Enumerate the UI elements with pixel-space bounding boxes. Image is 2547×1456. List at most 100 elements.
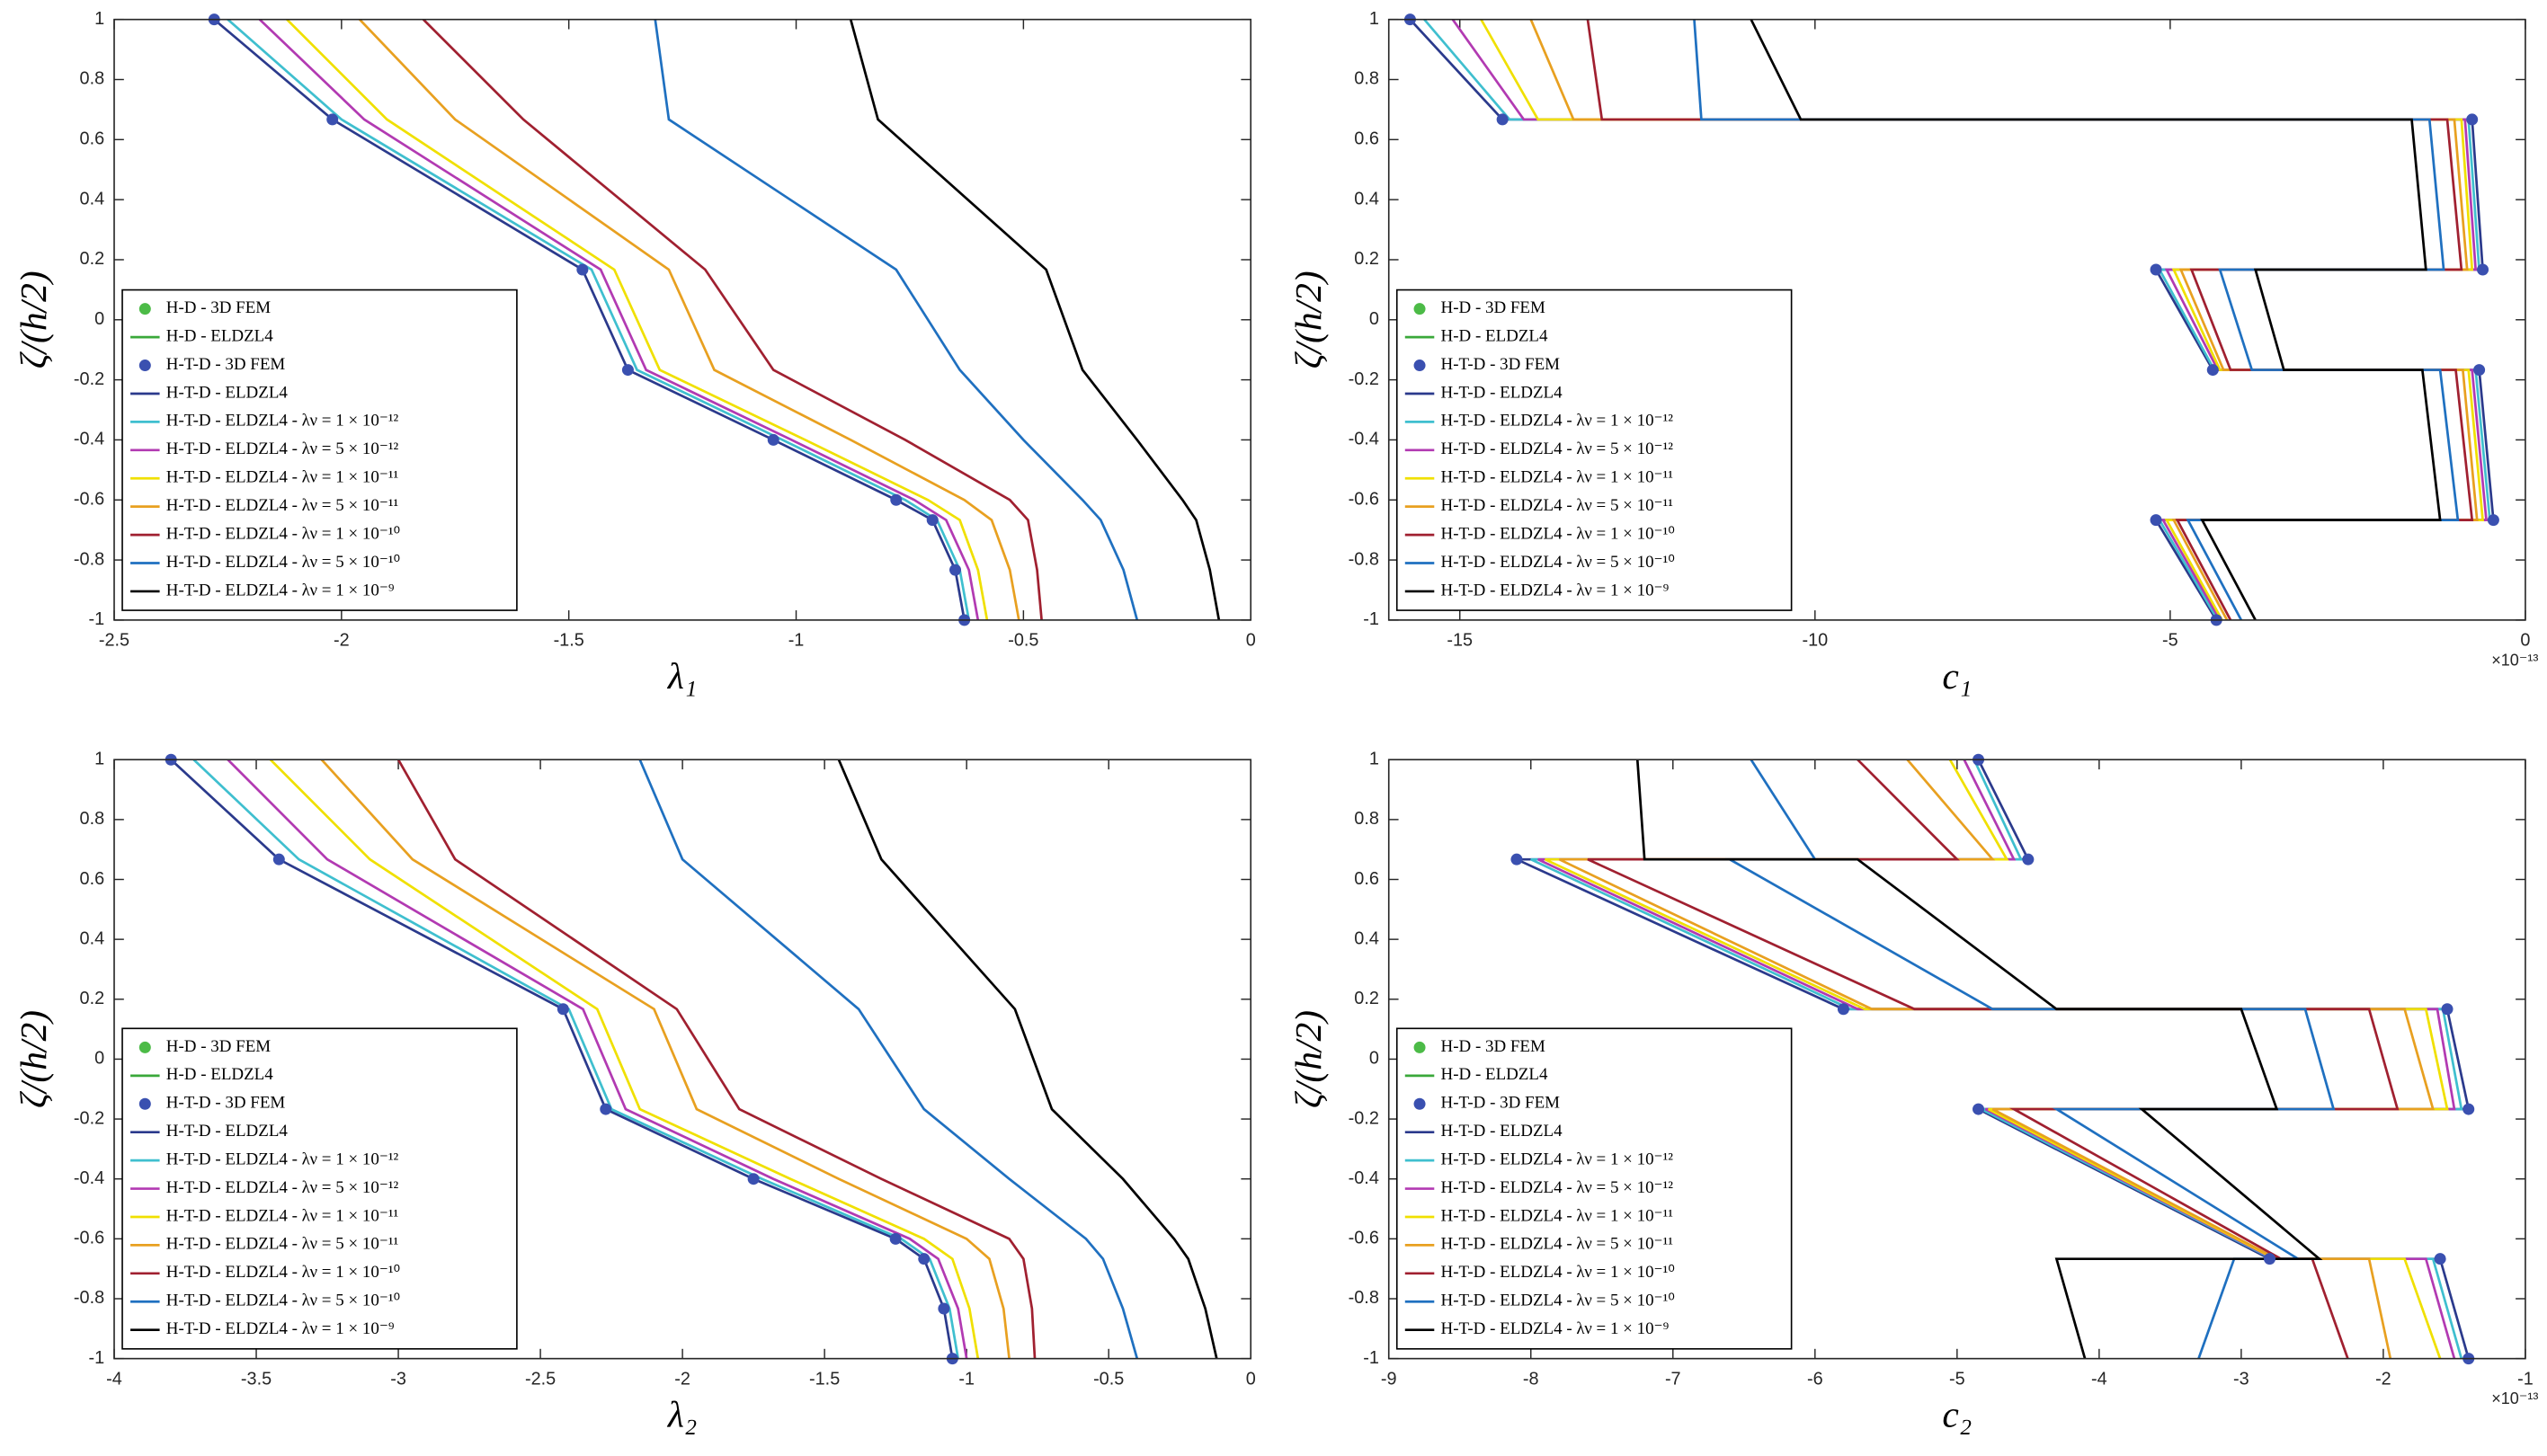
legend-label: H-T-D - ELDZL4 - λν = 5 × 10⁻¹¹ [166, 1235, 398, 1254]
y-tick-label: -0.8 [1349, 1288, 1379, 1308]
series-line [1635, 759, 2323, 1359]
legend-box [121, 1027, 518, 1350]
fem-point [2434, 1253, 2446, 1265]
legend-box [1395, 289, 1793, 611]
legend-label: H-T-D - ELDZL4 - λν = 1 × 10⁻¹¹ [166, 468, 398, 487]
legend-marker [1413, 303, 1426, 315]
y-axis-label: ζ/(h/2) [1287, 271, 1330, 368]
legend-marker [1413, 1097, 1426, 1110]
y-tick-label: 0.8 [80, 809, 105, 829]
legend-marker [1413, 1041, 1426, 1053]
fem-point [949, 564, 962, 576]
fem-point [272, 853, 285, 866]
y-tick-label: 0.4 [80, 189, 105, 209]
y-tick-label: -0.4 [74, 1168, 104, 1188]
x-tick-label: -15 [1447, 631, 1473, 651]
fem-point [2466, 113, 2479, 126]
x-tick-label: -3 [2233, 1369, 2249, 1389]
legend-label: H-T-D - 3D FEM [166, 1094, 286, 1113]
x-tick-label: -2 [334, 631, 350, 651]
y-tick-label: -0.2 [1349, 369, 1379, 389]
y-tick-label: 0.8 [80, 69, 105, 89]
y-axis-label: ζ/(h/2) [13, 1010, 55, 1108]
y-tick-label: 1 [94, 9, 104, 29]
legend: H-D - 3D FEM H-D - ELDZL4 H-T-D - 3D FEM H-… [1395, 289, 1793, 611]
fem-point [938, 1302, 950, 1315]
legend-label: H-D - ELDZL4 [1441, 1065, 1548, 1084]
y-tick-label: 0.6 [80, 869, 105, 889]
axes-frame [1387, 18, 2526, 621]
y-tick-label: -1 [1363, 609, 1379, 629]
legend-label: H-T-D - ELDZL4 - λν = 1 × 10⁻⁹ [1441, 581, 1670, 599]
axes-frame [1387, 759, 2526, 1360]
y-tick-label: -0.8 [1349, 549, 1379, 569]
y-tick-label: 0.2 [1354, 989, 1379, 1008]
y-tick-label: 1 [94, 749, 104, 768]
plot [1409, 19, 2495, 620]
legend-label: H-T-D - ELDZL4 - λν = 1 × 10⁻¹⁰ [1441, 524, 1675, 543]
y-tick-label: -0.6 [1349, 1229, 1379, 1248]
y-tick-label: 0.6 [80, 129, 105, 149]
y-tick-label: -1 [88, 609, 104, 629]
legend-label: H-T-D - 3D FEM [1441, 355, 1561, 374]
x-axis-label: λ₂ [666, 1393, 697, 1434]
legend-box [1395, 1027, 1793, 1350]
x-axis-label: c₁ [1942, 655, 1972, 697]
x-tick-label: -1 [788, 631, 805, 651]
fem-point [2477, 263, 2489, 276]
x-multiplier: ×10⁻¹³ [2491, 651, 2538, 669]
y-tick-label: -0.4 [1349, 430, 1379, 449]
legend-marker [138, 360, 151, 372]
legend-label: H-D - 3D FEM [166, 298, 271, 317]
y-tick-label: -0.4 [1349, 1168, 1379, 1188]
series-line [192, 759, 960, 1359]
legend-label: H-T-D - ELDZL4 - λν = 1 × 10⁻¹² [1441, 412, 1674, 431]
series-line [359, 19, 1020, 620]
legend-label: H-T-D - ELDZL4 - λν = 1 × 10⁻¹⁰ [1441, 1263, 1675, 1282]
plot [213, 19, 1221, 620]
x-tick-label: -7 [1665, 1369, 1681, 1389]
y-tick-label: -0.8 [74, 1288, 104, 1308]
fem-point [576, 263, 589, 276]
y-tick-label: -0.4 [74, 430, 104, 449]
legend: H-D - 3D FEM H-D - ELDZL4 H-T-D - 3D FEM H-… [121, 1027, 518, 1350]
x-axis-label: c₂ [1942, 1393, 1972, 1434]
legend: H-D - 3D FEM H-D - ELDZL4 H-T-D - 3D FEM H-… [1395, 1027, 1793, 1350]
x-tick-label: -2 [2375, 1369, 2391, 1389]
x-tick-label: -3 [390, 1369, 406, 1389]
legend-marker [138, 1041, 151, 1053]
legend-label: H-T-D - ELDZL4 - λν = 1 × 10⁻¹² [166, 412, 399, 431]
x-tick-label: -2.5 [99, 631, 129, 651]
x-tick-label: -3.5 [241, 1369, 272, 1389]
legend-label: H-T-D - ELDZL4 - λν = 5 × 10⁻¹⁰ [166, 553, 400, 572]
y-tick-label: 0 [94, 1049, 104, 1069]
fem-point [600, 1103, 612, 1115]
y-tick-label: 0.2 [1354, 249, 1379, 269]
x-tick-label: -9 [1381, 1369, 1397, 1389]
x-tick-label: 0 [1246, 1369, 1256, 1389]
series-line [638, 759, 1139, 1359]
legend-label: H-T-D - ELDZL4 [166, 1122, 289, 1141]
x-tick-label: -1 [2517, 1369, 2534, 1389]
y-tick-label: -0.6 [74, 1229, 104, 1248]
legend-label: H-T-D - ELDZL4 [1441, 383, 1563, 402]
y-tick-label: 0.6 [1354, 869, 1379, 889]
legend-label: H-T-D - ELDZL4 [1441, 1122, 1563, 1141]
fem-point [1496, 113, 1509, 126]
y-tick-label: 0.8 [1354, 69, 1379, 89]
legend-label: H-T-D - ELDZL4 - λν = 5 × 10⁻¹² [166, 439, 399, 458]
fem-point [326, 113, 339, 126]
fem-point [2487, 514, 2499, 527]
x-tick-label: -1.5 [809, 1369, 840, 1389]
y-tick-label: 0 [1369, 309, 1379, 329]
legend-label: H-T-D - 3D FEM [166, 355, 286, 374]
x-tick-label: -8 [1523, 1369, 1539, 1389]
fem-point [747, 1173, 760, 1185]
x-tick-label: -10 [1802, 631, 1828, 651]
x-axis-label: λ₁ [666, 655, 697, 697]
x-tick-label: -0.5 [1093, 1369, 1124, 1389]
y-tick-label: -0.2 [1349, 1108, 1379, 1128]
y-tick-label: -1 [88, 1348, 104, 1368]
series-line [837, 759, 1218, 1359]
